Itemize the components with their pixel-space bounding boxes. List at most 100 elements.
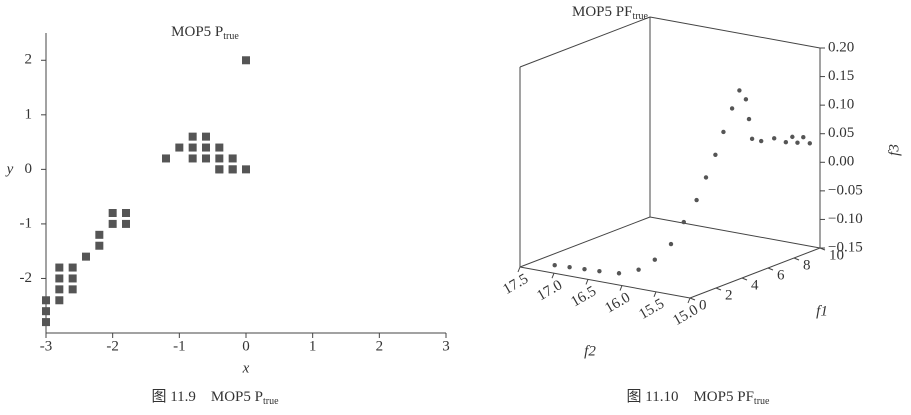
y-tick (585, 279, 589, 285)
point (783, 140, 789, 145)
point (55, 296, 64, 305)
point (202, 154, 210, 163)
point (108, 219, 117, 228)
point (636, 267, 641, 272)
point (215, 165, 224, 174)
x-tick-label: 3 (442, 338, 450, 354)
point (801, 135, 806, 140)
point (790, 134, 795, 140)
z-tick-label: 0.15 (828, 68, 854, 84)
x-tick-label: 6 (777, 267, 785, 283)
point (795, 140, 800, 145)
x-tick (689, 297, 696, 301)
chart-title-sub: true (223, 31, 239, 42)
point (759, 138, 764, 144)
point (188, 143, 197, 152)
y-tick-label: 17.0 (534, 277, 565, 304)
point (68, 274, 77, 283)
y-axis (519, 266, 691, 299)
point (242, 165, 250, 174)
z-tick-label: −0.10 (828, 211, 863, 227)
point (42, 296, 50, 305)
x-tick (715, 287, 722, 291)
x-tick-label: 4 (751, 277, 759, 293)
y-tick-label: 2 (25, 52, 33, 68)
x-tick (767, 267, 774, 271)
point (772, 136, 777, 141)
point (188, 132, 197, 141)
caption: 图 11.9 MOP5 Ptrue (151, 388, 279, 407)
caption-sub: true (263, 396, 279, 407)
y-tick-label: 15.0 (670, 302, 701, 329)
x-tick-label: 0 (242, 338, 250, 354)
point (95, 241, 104, 250)
chart-title-main: MOP5 PF (572, 4, 632, 20)
point (713, 152, 718, 158)
point (567, 265, 572, 270)
y-tick (551, 273, 555, 279)
point (122, 219, 130, 228)
y-tick-label: 0 (25, 161, 33, 177)
caption: 图 11.10 MOP5 PFtrue (627, 388, 770, 407)
point (746, 116, 752, 122)
x-tick-label: 2 (376, 338, 384, 354)
point (228, 154, 237, 163)
point (737, 88, 742, 93)
caption-main: 图 11.10 MOP5 PF (627, 388, 754, 405)
y-tick-label: 16.5 (568, 283, 599, 310)
point (807, 141, 812, 146)
z-tick-label: −0.05 (828, 182, 863, 198)
point (42, 318, 50, 327)
point (202, 143, 210, 152)
point (175, 143, 184, 152)
point (242, 56, 250, 65)
point (42, 307, 50, 316)
caption-main: 图 11.9 MOP5 P (151, 388, 263, 405)
chart-title-sub: true (632, 11, 648, 22)
z-tick-label: −0.15 (828, 239, 863, 255)
point (729, 106, 735, 111)
y-tick-label: -1 (20, 215, 33, 231)
point (721, 129, 726, 135)
point (743, 97, 749, 102)
point (215, 154, 224, 163)
chart-title-main: MOP5 P (171, 24, 223, 40)
chart-title: MOP5 PFtrue (572, 4, 649, 22)
caption-sub: true (754, 396, 770, 407)
y-tick-label: -2 (20, 270, 33, 286)
x-tick-label: 0 (699, 297, 707, 313)
box-edge (649, 216, 821, 249)
x-tick-label: -1 (173, 338, 186, 354)
z-axis-label: f3 (886, 144, 902, 156)
point (82, 252, 90, 261)
z-tick-label: 0.00 (828, 154, 854, 170)
x-tick-label: 10 (829, 247, 844, 263)
box-edge (519, 16, 651, 68)
point (582, 266, 587, 272)
point (68, 263, 77, 272)
point (55, 263, 64, 272)
x-axis (689, 247, 821, 299)
x-tick-label: 8 (803, 257, 811, 273)
point (68, 285, 77, 294)
point (95, 230, 104, 239)
point (122, 209, 130, 217)
y-tick (517, 266, 521, 273)
x-tick-label: -2 (106, 338, 119, 354)
chart-title: MOP5 Ptrue (171, 24, 239, 42)
y-tick-label: 1 (25, 106, 33, 122)
point (228, 165, 237, 174)
y-axis-label: f2 (584, 343, 596, 359)
x-axis-label: f1 (816, 303, 828, 319)
y-tick-label: 16.0 (602, 290, 633, 317)
z-tick-label: 0.10 (828, 97, 854, 113)
z-tick-label: 0.05 (828, 125, 854, 141)
point (55, 274, 64, 283)
y-tick-label: 15.5 (636, 296, 667, 323)
x-tick-label: 1 (309, 338, 317, 354)
point (552, 263, 557, 268)
y-tick (619, 285, 623, 291)
point (597, 268, 602, 274)
z-tick-label: 0.20 (828, 39, 854, 55)
